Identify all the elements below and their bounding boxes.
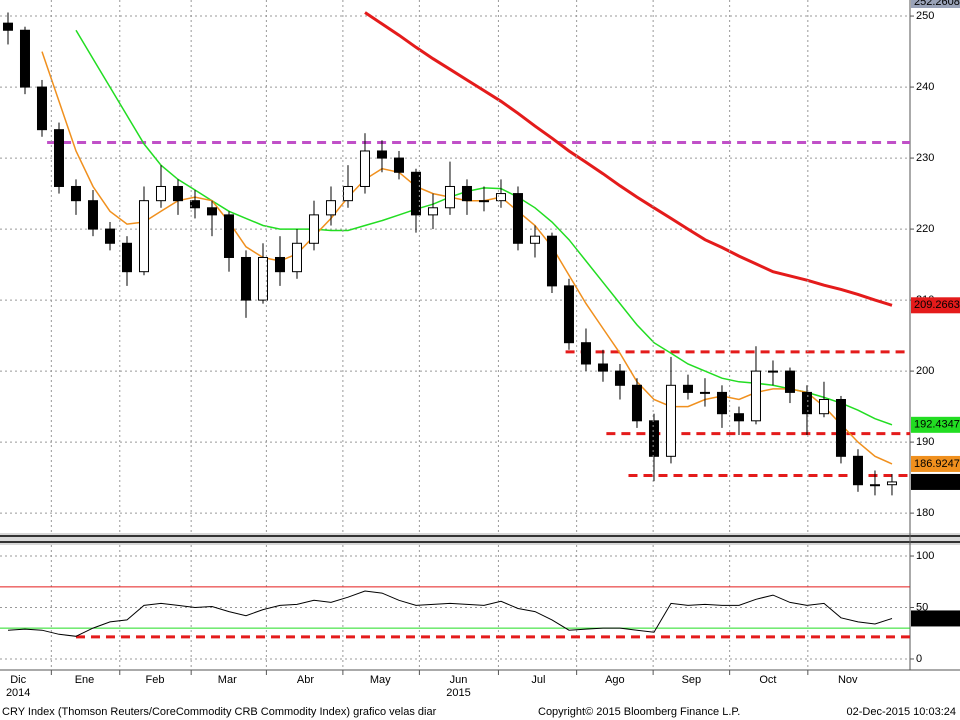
candle-body [325, 200, 336, 216]
candle-body [869, 484, 880, 487]
x-tick-label: Ago [605, 674, 625, 686]
candle-body [682, 384, 693, 393]
candle-body [393, 157, 404, 173]
last-value-box [911, 473, 960, 490]
candle-body [70, 185, 81, 202]
candle-body [308, 214, 319, 244]
candle-body [614, 370, 625, 386]
candle-body [138, 200, 149, 273]
last-value-box [911, 416, 960, 433]
candle-body [2, 22, 13, 31]
candle-body [223, 214, 234, 258]
year-label: 2015 [446, 687, 470, 699]
series-line [7, 590, 893, 637]
candle-body [121, 242, 132, 273]
candle-body [104, 228, 115, 244]
candle-body [495, 193, 506, 202]
candle-body [801, 391, 812, 415]
candle-body [240, 256, 251, 301]
candle-body [274, 256, 285, 273]
candle-body [631, 384, 642, 422]
x-tick-label: Jun [450, 674, 468, 686]
candle-body [257, 256, 268, 301]
candle-body [699, 391, 710, 394]
candle-body [546, 235, 557, 287]
candle-body [716, 391, 727, 415]
candle-body [597, 363, 608, 372]
year-label: 2014 [6, 687, 30, 699]
candle-body [87, 200, 98, 230]
x-tick-label: May [370, 674, 391, 686]
candle-body [478, 200, 489, 203]
candle-body [767, 370, 778, 373]
x-tick-label: Ene [75, 674, 95, 686]
candle-body [529, 235, 540, 244]
last-value-box [911, 610, 960, 627]
x-tick-label: Dic [10, 674, 26, 686]
y-tick-label: 240 [916, 81, 934, 93]
last-value-label: 209.2663 [914, 299, 960, 311]
top-value-box [911, 0, 960, 8]
candle-body [461, 185, 472, 202]
candle-body [784, 370, 795, 393]
last-value-label: 39.3653 [914, 612, 954, 624]
candle-body [155, 185, 166, 202]
last-value-label: 192.4347 [914, 419, 960, 431]
footer-center: Copyright© 2015 Bloomberg Finance L.P. [538, 706, 740, 718]
y-tick-label: 190 [916, 436, 934, 448]
x-tick-label: Mar [218, 674, 237, 686]
candle-body [580, 342, 591, 365]
plot-area [0, 11, 910, 514]
y-tick-label: 200 [916, 365, 934, 377]
last-value-label: 184.3933 [914, 476, 960, 488]
series-line [41, 51, 893, 465]
x-tick-label: Sep [682, 674, 702, 686]
candle-body [563, 285, 574, 344]
candle-body [53, 129, 64, 187]
plot-area [0, 555, 910, 660]
footer-left: CRY Index (Thomson Reuters/CoreCommodity… [2, 706, 437, 718]
y-tick-label: 220 [916, 223, 934, 235]
candle-body [410, 171, 421, 216]
y-tick-label: 0 [916, 653, 922, 665]
x-tick-label: Jul [531, 674, 545, 686]
candle-body [172, 185, 183, 202]
candle-body [359, 150, 370, 187]
candle-body [19, 29, 30, 88]
y-tick-label: 100 [916, 550, 934, 562]
y-tick-label: 250 [916, 10, 934, 22]
candle-body [750, 370, 761, 422]
top-value-label: 252.2608 [914, 0, 960, 8]
candle-body [818, 399, 829, 415]
x-tick-label: Nov [838, 674, 858, 686]
candle-body [733, 413, 744, 422]
candle-body [886, 481, 897, 486]
x-tick-label: Feb [146, 674, 165, 686]
candle-body [665, 384, 676, 457]
candle-body [444, 185, 455, 209]
series-line [364, 11, 893, 307]
candle-body [512, 193, 523, 244]
candle-body [648, 420, 659, 457]
panel-separator [0, 533, 960, 545]
candle-body [189, 200, 200, 209]
candle-body [36, 86, 47, 131]
y-tick-label: 180 [916, 507, 934, 519]
x-tick-label: Oct [759, 674, 776, 686]
candle-body [835, 399, 846, 457]
y-tick-label: 230 [916, 152, 934, 164]
candle-body [342, 185, 353, 202]
candle-body [852, 455, 863, 486]
last-value-label: 186.9247 [914, 458, 960, 470]
candle-body [291, 242, 302, 273]
candle-body [427, 207, 438, 216]
y-tick-label: 50 [916, 601, 928, 613]
last-value-box [911, 455, 960, 472]
last-value-box [911, 297, 960, 314]
candle-body [206, 207, 217, 216]
x-tick-label: Abr [297, 674, 314, 686]
footer-right: 02-Dec-2015 10:03:24 [847, 706, 956, 718]
candle-body [376, 150, 387, 159]
